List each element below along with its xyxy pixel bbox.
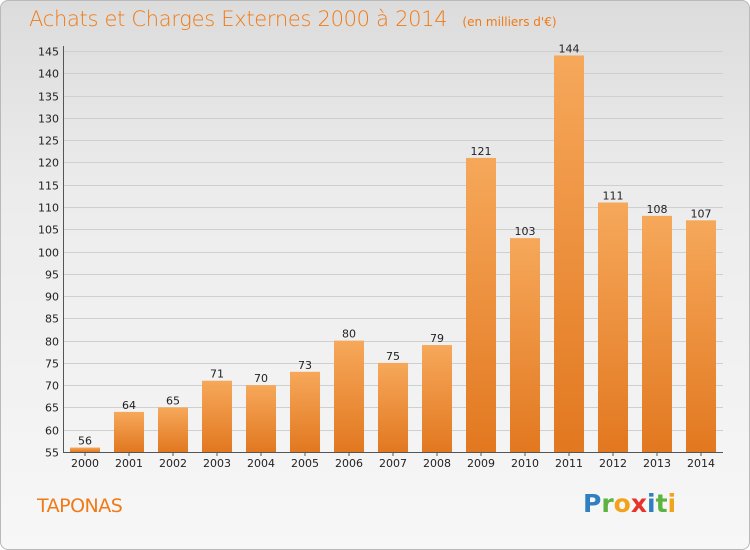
bar-value-label: 70 xyxy=(254,372,268,385)
y-tick-label: 95 xyxy=(45,269,59,282)
bar xyxy=(422,345,452,452)
y-tick-label: 125 xyxy=(38,135,59,148)
proxiti-logo: Proxiti xyxy=(583,489,676,518)
y-tick-label: 90 xyxy=(45,291,59,304)
bar-value-label: 65 xyxy=(166,394,180,407)
bar xyxy=(642,215,672,452)
bar-value-label: 79 xyxy=(430,332,444,345)
x-tick-label: 2004 xyxy=(247,457,275,470)
y-tick-label: 85 xyxy=(45,313,59,326)
y-tick-label: 55 xyxy=(45,447,59,460)
x-tick-label: 2012 xyxy=(599,457,627,470)
logo-letter: t xyxy=(655,489,668,518)
x-tick-label: 2010 xyxy=(511,457,539,470)
bar-value-label: 108 xyxy=(647,203,668,216)
logo-letter: r xyxy=(601,489,614,518)
y-tick-label: 145 xyxy=(38,46,59,59)
bar-value-label: 64 xyxy=(122,399,136,412)
y-tick-label: 105 xyxy=(38,224,59,237)
bar xyxy=(598,202,628,452)
bar-value-label: 73 xyxy=(298,359,312,372)
y-tick-label: 70 xyxy=(45,380,59,393)
bar xyxy=(686,220,716,452)
x-tick-label: 2003 xyxy=(203,457,231,470)
bar-value-label: 80 xyxy=(342,328,356,341)
y-tick-label: 110 xyxy=(38,202,59,215)
logo-letter: o xyxy=(613,489,631,518)
y-tick-label: 135 xyxy=(38,91,59,104)
bar xyxy=(158,407,188,452)
x-tick-label: 2007 xyxy=(379,457,407,470)
bar xyxy=(202,380,232,452)
bar xyxy=(290,371,320,452)
commune-name: TAPONAS xyxy=(37,495,123,517)
logo-letter: i xyxy=(647,489,656,518)
bar xyxy=(334,340,364,452)
bar xyxy=(554,55,584,452)
logo-letter: P xyxy=(583,489,602,518)
bar-value-label: 111 xyxy=(603,189,624,202)
bar-value-label: 121 xyxy=(471,145,492,158)
x-tick-label: 2006 xyxy=(335,457,363,470)
x-tick-label: 2013 xyxy=(643,457,671,470)
bar-value-label: 56 xyxy=(78,435,92,448)
y-tick-label: 120 xyxy=(38,157,59,170)
bar-value-label: 71 xyxy=(210,368,224,381)
bar xyxy=(510,238,540,452)
chart-title: Achats et Charges Externes 2000 à 2014 xyxy=(29,7,448,31)
bar-value-label: 75 xyxy=(386,350,400,363)
y-tick-label: 65 xyxy=(45,402,59,415)
y-tick-label: 130 xyxy=(38,113,59,126)
bar xyxy=(114,411,144,452)
x-tick-label: 2008 xyxy=(423,457,451,470)
bar-value-label: 103 xyxy=(515,225,536,238)
bar xyxy=(378,362,408,452)
logo-letter: x xyxy=(630,489,647,518)
bar-value-label: 107 xyxy=(691,207,712,220)
bar xyxy=(246,385,276,452)
chart-title-block: Achats et Charges Externes 2000 à 2014 (… xyxy=(29,7,557,31)
bar xyxy=(70,447,100,452)
y-tick-label: 80 xyxy=(45,336,59,349)
chart-unit: (en milliers d'€) xyxy=(462,15,557,29)
x-tick-label: 2001 xyxy=(115,457,143,470)
x-tick-label: 2002 xyxy=(159,457,187,470)
bar xyxy=(466,157,496,452)
x-tick-label: 2005 xyxy=(291,457,319,470)
logo-letter: i xyxy=(667,489,677,518)
y-tick-label: 60 xyxy=(45,425,59,438)
bar-value-label: 144 xyxy=(559,42,580,55)
y-tick-label: 75 xyxy=(45,358,59,371)
y-tick-label: 100 xyxy=(38,247,59,260)
x-tick-label: 2011 xyxy=(555,457,583,470)
x-tick-label: 2000 xyxy=(71,457,99,470)
x-tick-label: 2009 xyxy=(467,457,495,470)
x-tick-label: 2014 xyxy=(687,457,715,470)
y-tick-label: 115 xyxy=(38,180,59,193)
y-tick-label: 140 xyxy=(38,68,59,81)
